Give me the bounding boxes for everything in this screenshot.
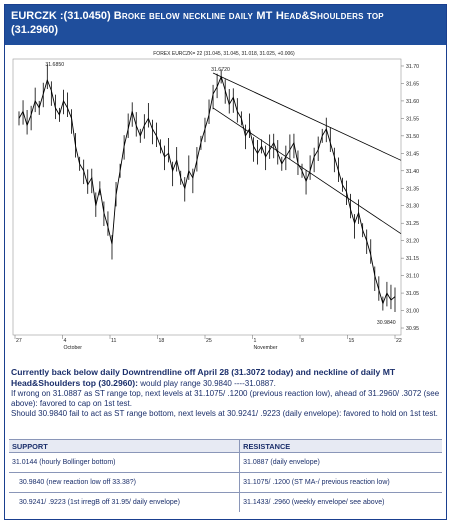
price-annotation: 30.9840: [377, 320, 396, 326]
support-cell: 31.0144 (hourly Bollinger bottom): [9, 452, 240, 473]
x-tick-label: 1: [254, 338, 257, 344]
support-resistance-table: SUPPORT RESISTANCE 31.0144 (hourly Bolli…: [9, 439, 442, 512]
x-tick-label: 27: [16, 338, 22, 344]
y-tick-label: 31.20: [406, 239, 419, 245]
y-tick-label: 30.95: [406, 326, 419, 332]
resistance-cell: 31.1075/ .1200 (ST MA-/ previous reactio…: [239, 472, 442, 493]
x-month-label: November: [254, 345, 278, 351]
y-tick-label: 31.50: [406, 134, 419, 140]
x-tick-label: 4: [64, 338, 67, 344]
x-month-label: October: [64, 345, 83, 351]
y-tick-label: 31.60: [406, 99, 419, 105]
y-tick-label: 31.00: [406, 309, 419, 315]
report-header: EURCZK :(31.0450) Broke below neckline d…: [5, 5, 446, 45]
y-tick-label: 31.45: [406, 151, 419, 157]
support-cell: 30.9840 (new reaction low off 33.38?): [9, 472, 240, 493]
y-tick-label: 31.05: [406, 291, 419, 297]
upper-channel-trendline: [212, 72, 402, 161]
y-tick-label: 31.55: [406, 116, 419, 122]
x-tick-label: 18: [159, 338, 165, 344]
y-tick-label: 31.65: [406, 81, 419, 87]
price-annotation: 31.6720: [211, 67, 230, 73]
symbol-label: EURCZK :(31.0450): [11, 10, 111, 22]
x-tick-label: 11: [111, 338, 116, 344]
commentary: Currently back below daily Downtrendline…: [11, 367, 441, 419]
chart-svg: FOREX EURCZK= 22 (31.045, 31.045, 31.018…: [12, 51, 419, 351]
commentary-line-3: Should 30.9840 fail to act as ST range b…: [11, 409, 438, 418]
table-row: 31.0144 (hourly Bollinger bottom) 31.088…: [9, 452, 442, 473]
y-tick-label: 31.70: [406, 64, 419, 70]
price-line: [18, 75, 396, 306]
resistance-cell: 31.0887 (daily envelope): [239, 452, 442, 473]
lower-channel-trendline: [212, 107, 402, 235]
table-row: 30.9840 (new reaction low off 33.38?) 31…: [9, 472, 442, 493]
support-header: SUPPORT: [9, 439, 240, 453]
x-tick-label: 15: [349, 338, 355, 344]
plot-area: [12, 58, 402, 336]
report-frame: EURCZK :(31.0450) Broke below neckline d…: [4, 4, 447, 520]
table-row: 30.9241/ .9223 (1st irregB off 31.95/ da…: [9, 492, 442, 512]
header-title-value: (31.2960): [11, 24, 59, 36]
y-tick-label: 31.40: [406, 169, 419, 175]
y-tick-label: 31.15: [406, 256, 419, 262]
support-cell: 30.9241/ .9223 (1st irregB off 31.95/ da…: [9, 492, 240, 512]
chart-title: FOREX EURCZK= 22 (31.045, 31.045, 31.018…: [153, 51, 295, 57]
x-tick-label: 22: [396, 338, 402, 344]
y-tick-label: 31.10: [406, 274, 419, 280]
price-chart: FOREX EURCZK= 22 (31.045, 31.045, 31.018…: [9, 47, 443, 353]
y-tick-label: 31.30: [406, 204, 419, 210]
commentary-lead: Currently back below daily Downtrendline…: [11, 367, 396, 388]
resistance-cell: 31.1433/ .2960 (weekly envelope/ see abo…: [239, 492, 442, 512]
x-tick-label: 8: [301, 338, 304, 344]
commentary-lead-tail: would play range 30.9840 ----31.0887.: [138, 379, 276, 388]
y-tick-label: 31.35: [406, 186, 419, 192]
resistance-header: RESISTANCE: [239, 439, 442, 453]
header-title: Broke below neckline daily MT Head&Shoul…: [113, 10, 384, 22]
commentary-line-2: If wrong on 31.0887 as ST range top, nex…: [11, 389, 440, 408]
price-annotation: 31.6850: [45, 62, 64, 68]
x-tick-label: 25: [206, 338, 212, 344]
y-tick-label: 31.25: [406, 221, 419, 227]
